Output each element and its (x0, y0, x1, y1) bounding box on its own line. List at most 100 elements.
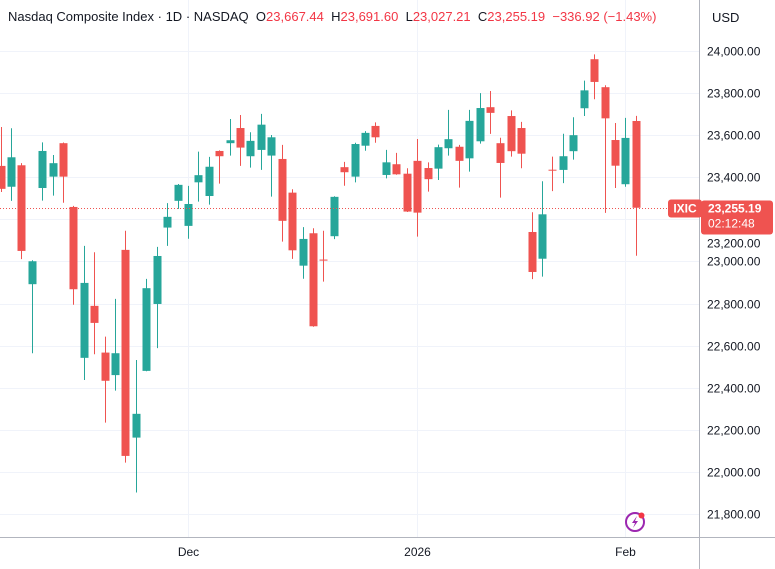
candle (601, 85, 610, 213)
candle-body (486, 107, 495, 113)
candle-body (7, 157, 16, 187)
candle (309, 228, 318, 327)
exchange: NASDAQ (193, 9, 249, 24)
price-axis[interactable]: 21,800.00 22,000.00 22,200.00 22,400.00 22,6… (707, 45, 761, 522)
lightning-bolt-icon[interactable] (625, 512, 645, 532)
candle (538, 181, 547, 277)
candle-body (309, 233, 318, 327)
candle (163, 203, 172, 246)
candle (528, 212, 537, 280)
candle-body (111, 353, 120, 376)
candle-body (205, 166, 214, 197)
candle-body (184, 204, 193, 226)
candle-body (548, 169, 557, 171)
candle (278, 144, 287, 242)
candle (351, 142, 360, 183)
candle-body (121, 249, 130, 456)
candle (611, 122, 620, 189)
candle-body (496, 143, 505, 163)
candle (392, 152, 401, 175)
candle (424, 162, 433, 192)
candle (476, 93, 485, 144)
candle (257, 113, 266, 170)
candle (455, 144, 464, 188)
y-tick-label: 21,800.00 (707, 508, 761, 522)
candle-body (236, 128, 245, 148)
candle-body (319, 259, 328, 261)
candle (330, 196, 339, 240)
candles (0, 54, 641, 493)
candle-body (101, 352, 110, 381)
last-price-marker: IXIC 23,255.19 02:12:48 (0, 199, 773, 235)
candle-body (49, 163, 58, 177)
candle (288, 189, 297, 259)
candle-body (163, 216, 172, 228)
y-tick-label: 23,800.00 (707, 87, 761, 101)
candle-body (413, 160, 422, 213)
candle (194, 151, 203, 202)
grid (0, 0, 699, 537)
candle (590, 54, 599, 100)
candle (80, 245, 89, 380)
candle (142, 278, 151, 372)
candle (569, 117, 578, 160)
time-axis[interactable]: Dec 2026 Feb (178, 545, 636, 559)
candle (101, 336, 110, 423)
candle-body (392, 164, 401, 175)
candle-body (632, 120, 641, 208)
candle (299, 227, 308, 279)
candle (49, 154, 58, 196)
y-tick-label: 23,200.00 (707, 237, 761, 251)
candle-body (465, 120, 474, 159)
x-tick-label: Feb (615, 545, 636, 559)
candle (90, 252, 99, 355)
candle-body (59, 143, 68, 177)
candle-body (382, 162, 391, 175)
candle-body (90, 305, 99, 323)
candle-body (194, 175, 203, 183)
candle-body (267, 137, 276, 156)
low-value: 23,027.21 (412, 9, 471, 24)
last-price-box (701, 200, 773, 235)
candle (205, 156, 214, 205)
candle-body (0, 165, 6, 189)
open-value: 23,667.44 (266, 9, 324, 24)
candle (69, 205, 78, 305)
candle (403, 168, 412, 212)
candle (632, 115, 641, 256)
candle (38, 142, 47, 201)
candle-body (403, 173, 412, 212)
candle (486, 90, 495, 134)
candle (132, 359, 141, 493)
x-tick-label: Dec (178, 545, 199, 559)
candle (371, 122, 380, 143)
symbol-name[interactable]: Nasdaq Composite Index (8, 9, 154, 24)
y-tick-label: 23,600.00 (707, 129, 761, 143)
y-tick-label: 22,200.00 (707, 424, 761, 438)
open-label: O (255, 9, 267, 24)
last-price-value: 23,255.19 (708, 202, 762, 216)
candle (236, 114, 245, 166)
candle-body (559, 156, 568, 170)
y-tick-label: 22,000.00 (707, 466, 761, 480)
candle-body (351, 144, 360, 177)
candle-body (174, 184, 183, 201)
candle-body (28, 261, 37, 285)
candle (434, 144, 443, 181)
x-tick-label: 2026 (404, 545, 431, 559)
candle (28, 260, 37, 354)
y-tick-label: 22,400.00 (707, 382, 761, 396)
candle-body (476, 108, 485, 142)
candle-body (424, 168, 433, 180)
candle (267, 134, 276, 197)
candle-body (38, 150, 47, 189)
candle (580, 80, 589, 117)
interval[interactable]: 1D (165, 9, 183, 24)
currency-label[interactable]: USD (712, 10, 740, 25)
candle (111, 298, 120, 391)
candle (59, 142, 68, 203)
candle (361, 131, 370, 151)
candle-body (215, 150, 224, 157)
candle (7, 128, 16, 201)
